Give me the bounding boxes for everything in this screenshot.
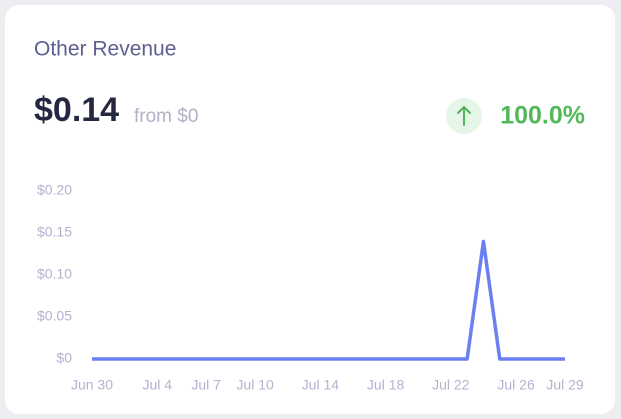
x-tick-label: Jul 18 <box>367 377 405 393</box>
y-tick-label: $0.20 <box>37 182 72 198</box>
x-tick-label: Jul 22 <box>432 377 470 393</box>
x-tick-label: Jul 26 <box>497 377 535 393</box>
x-tick-label: Jul 29 <box>546 377 584 393</box>
line <box>92 239 565 361</box>
comparison: from $0 <box>134 106 198 127</box>
card-title: Other Revenue <box>34 38 176 61</box>
change: 100.0% <box>500 102 585 130</box>
y-tick-label: $0.10 <box>37 266 72 282</box>
x-tick-label: Jul 14 <box>302 377 340 393</box>
y-tick-label: $0.15 <box>37 224 72 240</box>
metric-value: $0.14 <box>34 91 119 129</box>
x-tick-label: Jul 10 <box>236 377 274 393</box>
x-tick-label: Jul 7 <box>191 377 221 393</box>
y-tick-label: $0.05 <box>37 308 72 324</box>
y-tick-label: $0 <box>56 350 72 366</box>
trend-icon <box>457 105 471 126</box>
x-tick-label: Jun 30 <box>71 377 113 393</box>
card <box>5 5 615 414</box>
x-tick-label: Jul 4 <box>142 377 172 393</box>
